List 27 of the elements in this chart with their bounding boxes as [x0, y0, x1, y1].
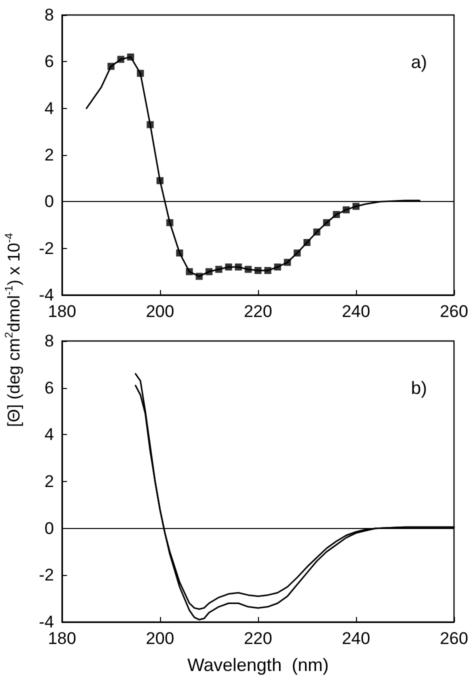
y-tick-label: 8: [44, 332, 54, 350]
x-tick-label: 220: [244, 302, 272, 321]
y-tick-label: -4: [38, 612, 54, 632]
y-tick-label: 2: [44, 472, 54, 491]
x-tick-label: 180: [48, 629, 76, 648]
x-tick-label: 240: [342, 302, 370, 321]
y-tick-label: 0: [44, 192, 54, 212]
x-tick-label: 180: [48, 302, 76, 321]
y-tick-label: 8: [44, 6, 54, 24]
x-tick-label: 200: [146, 629, 174, 648]
y-tick-label: -2: [38, 238, 54, 258]
x-tick-label: 200: [146, 302, 174, 321]
x-tick-label: 220: [244, 629, 272, 648]
annotation: b): [410, 378, 428, 398]
y-tick-label: 6: [44, 378, 54, 398]
y-tick-label: 0: [44, 518, 54, 538]
y-tick-label: 4: [44, 425, 54, 444]
x-tick-label: 240: [342, 629, 370, 648]
y-tick-label: -2: [38, 566, 54, 585]
x-tick-label: 260: [440, 302, 468, 321]
x-tick-label: 260: [440, 629, 468, 648]
annotation: a): [410, 52, 428, 72]
y-tick-label: -4: [38, 286, 54, 304]
y-tick-label: 2: [44, 146, 54, 164]
y-tick-label: 4: [44, 98, 54, 118]
x-axis-title: Wavelength (nm): [187, 655, 329, 675]
y-tick-label: 6: [44, 52, 54, 72]
